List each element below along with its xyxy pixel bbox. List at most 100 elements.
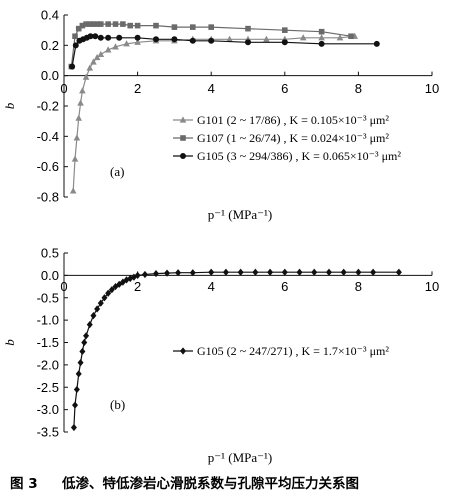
chart-b-series-0-point [252,268,259,276]
chart-a-y-axis-label: b [2,102,17,109]
chart-b-series-0-point [340,268,347,276]
chart-a-series-1-point [72,33,78,40]
chart-b-series-0-point [355,268,362,276]
chart-b-legend-label-0: G105 (2 ~ 247/271) , K = 1.7×10⁻³ μm² [197,344,389,358]
chart-b-series-0-point [296,268,303,276]
chart-b-series-0-point [311,268,318,276]
chart-a-series-1-line [70,23,352,67]
chart-a-x-tick-label: 4 [208,81,215,96]
chart-b-series-0-point [164,269,171,277]
chart-b-series-0-point [281,268,288,276]
chart-b-y-tick-label: 0.0 [41,268,59,283]
chart-a-series-1-point [127,22,134,29]
chart-b-x-tick-label: 10 [425,279,439,294]
chart-a-y-tick-label: -0.4 [37,129,59,144]
chart-a-series-0-point [97,50,105,58]
chart-b-series-0-point [134,271,141,279]
chart-a-series-2-point [72,42,79,49]
chart-a-series-1-point [282,27,288,33]
chart-b-series-0-point [395,268,402,276]
chart-a-x-tick-label: 10 [425,81,439,96]
chart-b-series-0-point [208,268,215,276]
chart-b-series-0-point [90,312,97,320]
chart-a-series-0-point [79,87,86,94]
chart-a-series-1-point [208,24,214,30]
chart-a-series-0-point [93,53,101,61]
chart-b-x-tick-label: 8 [355,279,362,294]
chart-a-series-0-point [86,64,94,71]
chart-b-series-0-point [325,268,332,276]
chart-a-series-1-point [98,21,104,27]
chart-a-series-2-point [189,37,196,44]
figure-caption-label: 图 3 [10,476,38,492]
chart-a-series-1-point [112,21,119,27]
chart-b-x-tick-label: 4 [208,279,215,294]
chart-a-series-2-point [318,40,325,47]
chart-a-series-1-point [90,21,97,27]
chart-a-series-2-point [69,63,76,70]
chart-a-x-tick-label: 8 [355,81,362,96]
chart-b-y-axis-label: b [2,339,17,346]
chart-b-y-tick-label: -3.0 [37,402,59,417]
chart-b-x-tick-label: 6 [281,279,288,294]
chart-b-series-0-point [130,273,137,281]
chart-a-legend-label-1: G107 (1 ~ 26/74) , K = 0.024×10⁻³ μm² [197,131,389,145]
chart-a-series-2-point [87,33,94,40]
chart-a-series-0-point [318,34,325,41]
chart-a-series-0-point [123,40,130,47]
chart-b-series-0-point [97,299,104,307]
chart-a-legend-label-0: G101 (2 ~ 17/86) , K = 0.105×10⁻³ μm² [197,113,389,127]
chart-a-series-0-point [104,46,112,53]
chart-b-series-0-point [105,289,112,297]
chart-a-series-0-point [263,35,270,42]
chart-b-series-0-point [237,268,244,276]
chart-b-y-tick-label: -2.0 [37,357,59,372]
chart-a-series-1-point [348,33,354,40]
chart-b-y-tick-label: -1.5 [37,335,59,350]
chart-a-series-0-point [134,38,141,45]
chart-b-y-tick-label: -3.5 [37,425,59,440]
chart-a-series-1-point [318,28,325,35]
chart-a-legend-marker-1 [180,135,186,141]
chart-b-series-0-point [72,401,79,409]
chart-a-panel-label: (a) [110,164,124,179]
chart-a: 0 2 4 6 8 10 0.4 0.2 0.0 -0.2 -0.4 -0.6 -0.8 b p⁻¹ (MP… [2,8,439,223]
chart-b-series-0-point [108,286,115,294]
chart-b-series-0-point [73,385,80,394]
chart-a-y-tick-label: 0.2 [41,38,59,53]
chart-a-series-0-point [69,187,77,194]
chart-a-series-1-point [83,21,89,27]
chart-b-series-0-point [70,423,77,432]
chart-a-series-2-line [71,35,377,67]
chart-b-x-tick-label: 2 [134,279,141,294]
chart-a-series-2-point [97,34,104,41]
chart-a-series-0-point [226,35,233,42]
chart-a-series-2-point [105,34,112,41]
chart-a-series-1-point [245,25,251,32]
chart-b-legend-marker-0 [180,347,186,355]
chart-a-series-2-point [171,36,178,43]
chart-a-series-1-point [79,22,86,29]
chart-a-legend-label-2: G105 (3 ~ 294/386) , K = 0.065×10⁻³ μm² [197,149,401,163]
figure-caption-text: 低渗、特低渗岩心滑脱系数与孔隙平均压力关系图 [61,475,359,492]
chart-a-series-1-point [171,24,178,30]
chart-a-series-0-point [299,34,307,41]
chart-b-y-tick-label: -1.0 [37,313,59,328]
chart-b: 0 2 4 6 8 10 0.5 0.0 -0.5 -1.0 -1.5 -2.0 -2.5 -3.0 -3.… [2,246,439,466]
chart-a-x-tick-label: 6 [281,81,288,96]
chart-a-series-0-point [90,58,97,65]
chart-a-series-0-point [82,73,90,80]
chart-a-y-tick-label: 0.4 [41,8,59,23]
chart-b-series-0-point [116,280,123,288]
chart-b-series-0-point [189,269,196,277]
chart-a-series-0-point [75,114,83,121]
chart-a-series-0-point [77,99,84,106]
chart-a-series-2-point [116,34,123,41]
chart-b-series-0-point [75,370,82,378]
chart-b-series-0-point [101,294,108,302]
chart-b-panel-label: (b) [110,397,125,412]
chart-a-legend-marker-0 [179,116,187,123]
chart-b-series-0-point [175,269,182,277]
chart-b-series-0-point [119,278,126,286]
